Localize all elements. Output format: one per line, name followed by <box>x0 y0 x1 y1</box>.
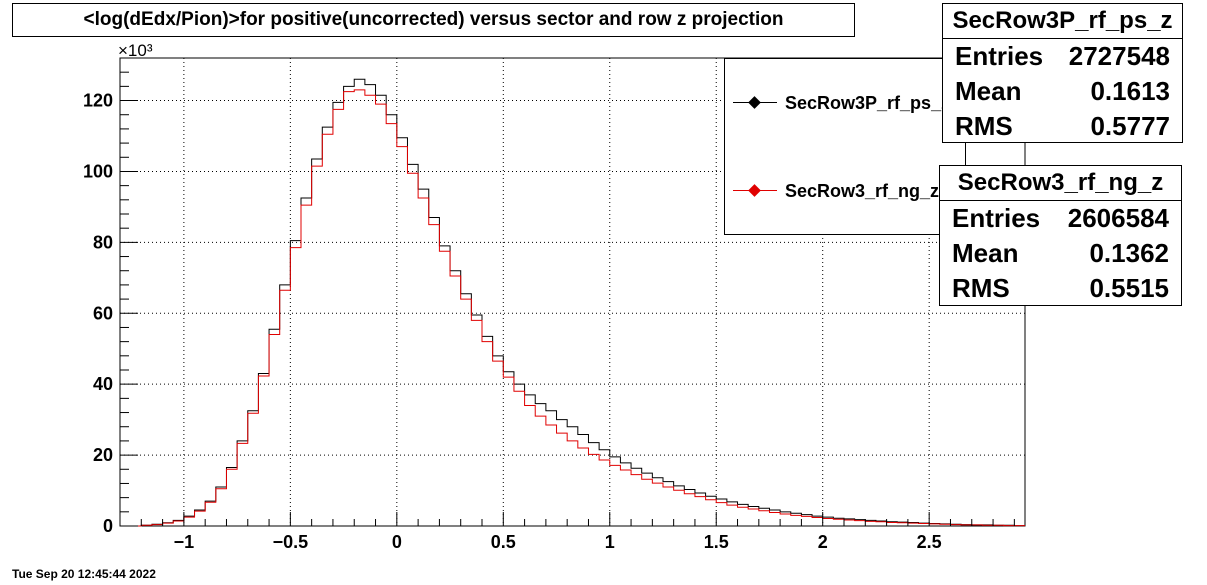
stats-box-series-1: SecRow3P_rf_ps_z Entries 2727548 Mean 0.… <box>942 3 1183 143</box>
stats-mean-label: Mean <box>952 238 1019 268</box>
timestamp-footer: Tue Sep 20 12:45:44 2022 <box>12 567 156 581</box>
x-tick-label: −0.5 <box>273 532 309 552</box>
y-tick-label: 60 <box>93 303 113 323</box>
x-tick-label: 0 <box>392 532 402 552</box>
y-tick-label: 0 <box>103 516 113 536</box>
legend-marker-series-1 <box>733 93 777 113</box>
stats-rms-row: RMS 0.5515 <box>940 271 1181 305</box>
series-line-2 <box>120 89 1025 527</box>
stats-entries-label: Entries <box>955 41 1044 71</box>
x-tick-label: 1.5 <box>704 532 729 552</box>
stats-mean-value: 0.1362 <box>1089 238 1169 268</box>
legend: SecRow3P_rf_ps_z SecRow3_rf_ng_z <box>724 58 966 235</box>
legend-entry-series-2: SecRow3_rf_ng_z <box>733 181 939 201</box>
legend-entry-series-1: SecRow3P_rf_ps_z <box>733 93 950 113</box>
x-tick-label: 1 <box>605 532 615 552</box>
stats-rms-value: 0.5777 <box>1090 111 1170 141</box>
axes: −1 −0.5 0 0.5 1 1.5 2 2.5 0 20 40 60 80 100 120 <box>83 57 1015 552</box>
stats-name: SecRow3_rf_ng_z <box>940 166 1181 201</box>
stats-box-series-2: SecRow3_rf_ng_z Entries 2606584 Mean 0.1… <box>939 165 1182 306</box>
y-tick-label: 80 <box>93 232 113 252</box>
stats-mean-row: Mean 0.1362 <box>940 236 1181 271</box>
stats-name: SecRow3P_rf_ps_z <box>943 4 1182 39</box>
stats-rms-row: RMS 0.5777 <box>943 109 1182 142</box>
grid-lines <box>120 58 1025 526</box>
x-tick-label: −1 <box>174 532 195 552</box>
stats-entries-label: Entries <box>952 203 1041 233</box>
stats-entries-value: 2727548 <box>1068 41 1170 71</box>
y-tick-label: 100 <box>83 161 113 181</box>
y-multiplier-label: ×10³ <box>118 41 153 60</box>
stats-mean-row: Mean 0.1613 <box>943 74 1182 109</box>
x-tick-label: 2 <box>818 532 828 552</box>
legend-marker-series-2 <box>733 181 777 201</box>
stats-rms-label: RMS <box>952 273 1010 303</box>
legend-label-series-2: SecRow3_rf_ng_z <box>785 180 940 201</box>
stats-rms-label: RMS <box>955 111 1013 141</box>
chart-title: <log(dEdx/Pion)>for positive(uncorrected… <box>12 3 855 37</box>
stats-mean-label: Mean <box>955 76 1022 106</box>
chart-title-text: <log(dEdx/Pion)>for positive(uncorrected… <box>83 9 784 30</box>
y-tick-label: 20 <box>93 445 113 465</box>
legend-label-series-1: SecRow3P_rf_ps_z <box>785 92 951 113</box>
stats-entries-row: Entries 2727548 <box>943 39 1182 74</box>
stats-rms-value: 0.5515 <box>1089 273 1169 303</box>
x-tick-label: 2.5 <box>917 532 942 552</box>
stats-entries-value: 2606584 <box>1067 203 1169 233</box>
y-tick-label: 40 <box>93 374 113 394</box>
stats-mean-value: 0.1613 <box>1090 76 1170 106</box>
y-tick-label: 120 <box>83 91 113 111</box>
x-tick-label: 0.5 <box>491 532 516 552</box>
stats-entries-row: Entries 2606584 <box>940 201 1181 236</box>
